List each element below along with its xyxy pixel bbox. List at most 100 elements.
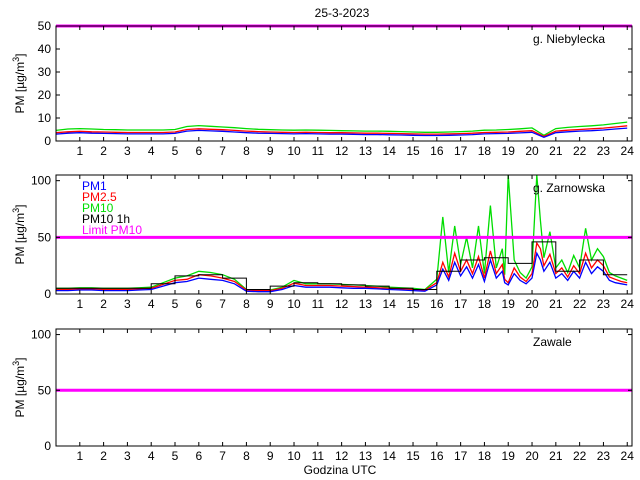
x-tick-label: 2 [100, 449, 107, 463]
x-tick-label: 24 [621, 144, 635, 158]
chart-title: 25-3-2023 [315, 6, 370, 20]
x-tick-label: 12 [335, 449, 349, 463]
x-tick-label: 8 [243, 297, 250, 311]
y-tick-label: 0 [44, 134, 51, 148]
y-tick-label: 40 [38, 42, 52, 56]
x-tick-label: 7 [219, 297, 226, 311]
series-pm1-line [56, 251, 628, 293]
x-tick-label: 6 [195, 449, 202, 463]
axes-frame [55, 328, 633, 447]
x-tick-label: 3 [124, 144, 131, 158]
x-tick-label: 2 [100, 297, 107, 311]
x-tick-label: 1 [76, 144, 83, 158]
x-tick-label: 13 [359, 297, 373, 311]
x-tick-label: 14 [383, 144, 397, 158]
plot-area [56, 329, 632, 446]
x-tick-label: 4 [148, 297, 155, 311]
x-tick-label: 15 [406, 144, 420, 158]
x-tick-label: 14 [383, 297, 397, 311]
x-tick-label: 22 [573, 144, 587, 158]
x-tick-label: 16 [430, 297, 444, 311]
x-tick-label: 10 [287, 297, 301, 311]
x-tick-label: 1 [76, 297, 83, 311]
y-tick-label: 0 [44, 287, 51, 301]
x-tick-label: 16 [430, 449, 444, 463]
x-axis-label: Godzina UTC [304, 463, 377, 477]
axes-frame [55, 25, 633, 142]
x-tick-label: 9 [267, 449, 274, 463]
x-tick-label: 18 [478, 144, 492, 158]
x-tick-label: 22 [573, 449, 587, 463]
x-tick-label: 14 [383, 449, 397, 463]
y-tick-label: 50 [38, 19, 52, 33]
plot-area [56, 26, 632, 141]
y-tick-label: 50 [38, 230, 52, 244]
y-tick-label: 30 [38, 65, 52, 79]
x-tick-label: 21 [549, 297, 563, 311]
x-tick-label: 11 [312, 144, 325, 158]
x-tick-label: 9 [267, 144, 274, 158]
x-tick-label: 19 [502, 297, 516, 311]
panel-zawale: 1 2 3 4 5 6 7 8 9 10 11 12 13 14 15 16 17 18 19 20 21 22 23 240… [11, 328, 634, 463]
x-tick-label: 15 [406, 449, 420, 463]
y-axis-label: PM [µg/m3] [11, 358, 27, 418]
series-pm25-line [55, 125, 628, 138]
series-pm10-1h-steps [56, 241, 628, 290]
y-tick-label: 20 [38, 88, 52, 102]
x-tick-label: 11 [312, 449, 325, 463]
y-axis-label-text: PM [µg/m [13, 62, 27, 114]
axes-frame [55, 174, 633, 295]
x-tick-label: 12 [335, 144, 349, 158]
legend-entry: PM10 [82, 201, 114, 215]
y-tick-label: 100 [31, 328, 51, 342]
x-tick-label: 10 [287, 144, 301, 158]
x-tick-label: 3 [124, 449, 131, 463]
y-axis-label-sup: 3 [11, 57, 21, 62]
x-tick-label: 4 [148, 449, 155, 463]
x-tick-label: 22 [573, 297, 587, 311]
x-tick-label: 17 [454, 449, 468, 463]
x-tick-label: 5 [172, 297, 179, 311]
x-tick-label: 20 [525, 449, 539, 463]
x-tick-label: 21 [549, 144, 563, 158]
x-tick-label: 10 [287, 449, 301, 463]
x-tick-label: 8 [243, 144, 250, 158]
x-tick-label: 16 [430, 144, 444, 158]
x-tick-label: 17 [454, 144, 468, 158]
y-tick-label: 10 [38, 111, 52, 125]
y-axis-label-close: ] [13, 54, 27, 57]
x-tick-label: 24 [621, 449, 635, 463]
y-tick-label: 50 [38, 383, 52, 397]
x-tick-label: 13 [359, 144, 373, 158]
legend-entry: PM10 1h [82, 212, 130, 226]
x-tick-label: 23 [597, 144, 611, 158]
x-tick-label: 7 [219, 449, 226, 463]
series-pm25-line [56, 241, 628, 292]
x-tick-label: 3 [124, 297, 131, 311]
y-axis-label: PM [µg/m3] [11, 205, 27, 265]
x-tick-label: 6 [195, 297, 202, 311]
x-tick-label: 18 [478, 297, 492, 311]
legend-entry: PM2.5 [82, 190, 117, 204]
y-axis-label-sup: 3 [11, 208, 21, 213]
station-name: g. Niebylecka [533, 32, 605, 46]
x-tick-label: 12 [335, 297, 349, 311]
x-tick-label: 1 [76, 449, 83, 463]
y-tick-label: 0 [44, 439, 51, 453]
x-tick-label: 7 [219, 144, 226, 158]
legend-entry: PM1 [82, 179, 107, 193]
station-name: Zawale [533, 335, 572, 349]
x-tick-label: 11 [312, 297, 325, 311]
legend-entry: Limit PM10 [82, 223, 142, 237]
y-axis-label: PM [µg/m3] [11, 54, 27, 114]
x-tick-label: 6 [195, 144, 202, 158]
x-tick-label: 20 [525, 297, 539, 311]
x-tick-label: 8 [243, 449, 250, 463]
x-tick-label: 17 [454, 297, 468, 311]
x-tick-label: 5 [172, 449, 179, 463]
x-tick-label: 9 [267, 297, 274, 311]
series-pm1-line [55, 127, 628, 139]
x-tick-label: 18 [478, 449, 492, 463]
x-tick-label: 19 [502, 449, 516, 463]
